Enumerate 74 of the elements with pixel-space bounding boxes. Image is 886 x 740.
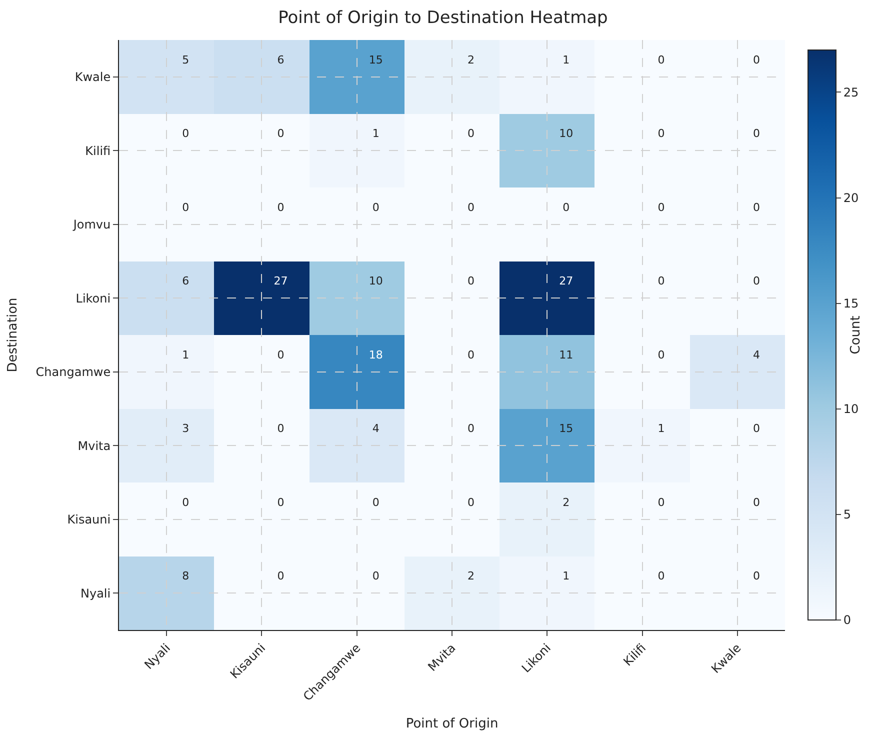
color-bar-label: 25 xyxy=(843,85,859,100)
data-label: 0 xyxy=(658,348,665,362)
data-label: 0 xyxy=(277,496,284,509)
chart-title: Point of Origin to Destination Heatmap xyxy=(278,8,608,28)
data-label: 10 xyxy=(559,127,574,140)
data-label: 0 xyxy=(277,127,284,140)
data-label: 0 xyxy=(468,200,475,214)
color-bar-label: 5 xyxy=(843,508,852,522)
data-label: 0 xyxy=(182,200,190,214)
data-label: 1 xyxy=(658,422,665,436)
data-label: 15 xyxy=(559,422,574,436)
data-label: 0 xyxy=(752,200,760,214)
color-bar-label: 10 xyxy=(843,402,859,416)
y-tick-label: Kwale xyxy=(74,70,111,84)
data-label: 0 xyxy=(468,127,475,140)
data-label: 0 xyxy=(752,274,760,288)
y-tick-label: Jomvu xyxy=(72,218,111,232)
y-tick-label: Likoni xyxy=(76,291,111,306)
y-tick-label: Changamwe xyxy=(36,365,111,380)
data-label: 0 xyxy=(277,348,284,362)
y-tick-label: Kisauni xyxy=(67,512,111,527)
data-label: 0 xyxy=(372,570,380,583)
color-bar-label: 15 xyxy=(843,296,859,311)
data-label: 1 xyxy=(562,53,570,66)
data-label: 0 xyxy=(658,496,665,509)
data-label: 1 xyxy=(372,127,380,140)
data-label: 0 xyxy=(468,422,475,436)
data-label: 0 xyxy=(658,200,665,214)
data-label: 15 xyxy=(368,53,383,66)
y-tick-label: Mvita xyxy=(78,438,111,453)
data-label: 6 xyxy=(182,274,190,288)
data-label: 5 xyxy=(182,53,190,66)
data-label: 1 xyxy=(562,570,570,583)
data-label: 0 xyxy=(752,422,760,436)
data-label: 0 xyxy=(658,53,665,66)
data-label: 2 xyxy=(562,496,570,509)
data-label: 27 xyxy=(559,274,574,288)
data-label: 27 xyxy=(274,274,288,288)
data-label: 0 xyxy=(562,200,570,214)
data-label: 2 xyxy=(468,570,475,583)
data-label: 4 xyxy=(372,422,380,436)
data-label: 0 xyxy=(468,348,475,362)
data-label: 0 xyxy=(468,496,475,509)
color-bar-title: Count xyxy=(848,316,864,354)
data-label: 1 xyxy=(182,348,190,362)
data-label: 0 xyxy=(658,274,665,288)
y-tick-label: Kilifi xyxy=(85,144,111,158)
data-label: 0 xyxy=(468,274,475,288)
data-label: 0 xyxy=(752,127,760,140)
x-axis-title: Point of Origin xyxy=(406,716,498,732)
data-label: 0 xyxy=(372,496,380,509)
y-axis-title: Destination xyxy=(6,298,21,372)
data-label: 0 xyxy=(182,127,190,140)
data-label: 0 xyxy=(752,53,760,66)
data-label: 18 xyxy=(368,348,383,362)
data-label: 0 xyxy=(658,570,665,583)
y-tick-label: Nyali xyxy=(80,586,111,600)
data-label: 0 xyxy=(277,570,284,583)
data-label: 10 xyxy=(368,274,383,288)
data-label: 0 xyxy=(372,200,380,214)
data-label: 0 xyxy=(752,570,760,583)
data-label: 2 xyxy=(468,53,475,66)
data-label: 4 xyxy=(752,348,760,362)
data-label: 0 xyxy=(277,200,284,214)
data-label: 0 xyxy=(752,496,760,509)
data-label: 6 xyxy=(277,53,284,66)
data-label: 3 xyxy=(182,422,190,436)
color-bar-label: 0 xyxy=(843,613,852,628)
data-label: 0 xyxy=(277,422,284,436)
data-label: 0 xyxy=(182,496,190,509)
data-label: 11 xyxy=(559,348,574,362)
color-bar-label: 20 xyxy=(843,190,859,205)
data-label: 8 xyxy=(182,570,190,583)
data-label: 0 xyxy=(658,127,665,140)
